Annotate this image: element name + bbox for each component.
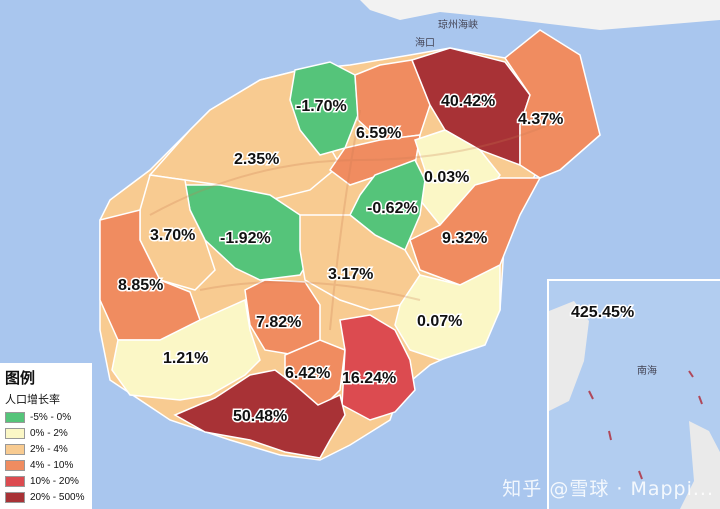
region-sanya bbox=[173, 369, 346, 459]
region-lingshui bbox=[339, 314, 416, 421]
legend-label: 2% - 4% bbox=[30, 443, 68, 455]
label-ledong: 7.82% bbox=[256, 314, 301, 331]
label-dongfang: 8.85% bbox=[118, 277, 163, 294]
label-wanning: 0.07% bbox=[417, 313, 462, 330]
watermark: 知乎 @雪球 · Mappi... bbox=[502, 478, 714, 500]
label-wuzhishan: 3.17% bbox=[328, 266, 373, 283]
legend-item: 2% - 4% bbox=[5, 441, 88, 457]
region-wenchang bbox=[503, 29, 601, 179]
region-dingan-north bbox=[354, 59, 431, 141]
label-qionghai: 9.32% bbox=[442, 230, 487, 247]
legend-label: 4% - 10% bbox=[30, 459, 74, 471]
legend: 图例 人口增长率 -5% - 0% 0% - 2% 2% - 4% 4% - 10% 1… bbox=[0, 363, 92, 509]
label-haikou: 40.42% bbox=[441, 93, 495, 110]
place-haikou: 海口 bbox=[415, 36, 435, 49]
legend-label: 0% - 2% bbox=[30, 427, 68, 439]
label-baoting: 6.42% bbox=[285, 365, 330, 382]
label-wenchang: 4.37% bbox=[518, 111, 563, 128]
legend-label: 10% - 20% bbox=[30, 475, 79, 487]
sansha-inset: 425.45% 南海 bbox=[547, 279, 720, 509]
label-baisha: -1.92% bbox=[220, 230, 271, 247]
legend-subtitle: 人口增长率 bbox=[5, 393, 60, 406]
legend-item: 20% - 500% bbox=[5, 489, 88, 505]
legend-label: 20% - 500% bbox=[30, 491, 85, 503]
place-southsea: 南海 bbox=[637, 364, 657, 377]
legend-item: 10% - 20% bbox=[5, 473, 88, 489]
road-lines bbox=[149, 109, 561, 331]
label-tunchang: 0.03% bbox=[424, 169, 469, 186]
label-ledongsouth: 1.21% bbox=[163, 350, 208, 367]
legend-item: -5% - 0% bbox=[5, 409, 88, 425]
legend-swatch bbox=[5, 411, 25, 423]
inset-right-land bbox=[680, 421, 720, 509]
region-wanning bbox=[394, 263, 501, 361]
label-chengmai: -1.70% bbox=[296, 98, 347, 115]
label-sansha: 425.45% bbox=[571, 304, 634, 321]
label-sanya: 50.48% bbox=[233, 408, 287, 425]
legend-list: -5% - 0% 0% - 2% 2% - 4% 4% - 10% 10% - 20% 2… bbox=[5, 409, 88, 505]
inset-landmass bbox=[549, 301, 589, 411]
inset-map: 425.45% 南海 bbox=[549, 301, 720, 509]
legend-swatch bbox=[5, 491, 25, 503]
legend-swatch bbox=[5, 459, 25, 471]
label-changjiang: 3.70% bbox=[150, 227, 195, 244]
legend-title: 图例 bbox=[5, 369, 36, 387]
place-strait: 琼州海峡 bbox=[438, 18, 478, 31]
legend-label: -5% - 0% bbox=[30, 411, 72, 423]
legend-swatch bbox=[5, 427, 25, 439]
mainland-strip bbox=[360, 0, 720, 30]
legend-swatch bbox=[5, 443, 25, 455]
label-qiongzhong: -0.62% bbox=[367, 200, 418, 217]
label-lingshui: 16.24% bbox=[342, 370, 396, 387]
legend-item: 0% - 2% bbox=[5, 425, 88, 441]
region-ledongsouth bbox=[111, 298, 261, 401]
region-dongfang bbox=[99, 209, 201, 341]
inset-dashes bbox=[588, 370, 703, 480]
legend-swatch bbox=[5, 475, 25, 487]
label-dingan: 6.59% bbox=[356, 125, 401, 142]
label-danzhou: 2.35% bbox=[234, 151, 279, 168]
legend-item: 4% - 10% bbox=[5, 457, 88, 473]
